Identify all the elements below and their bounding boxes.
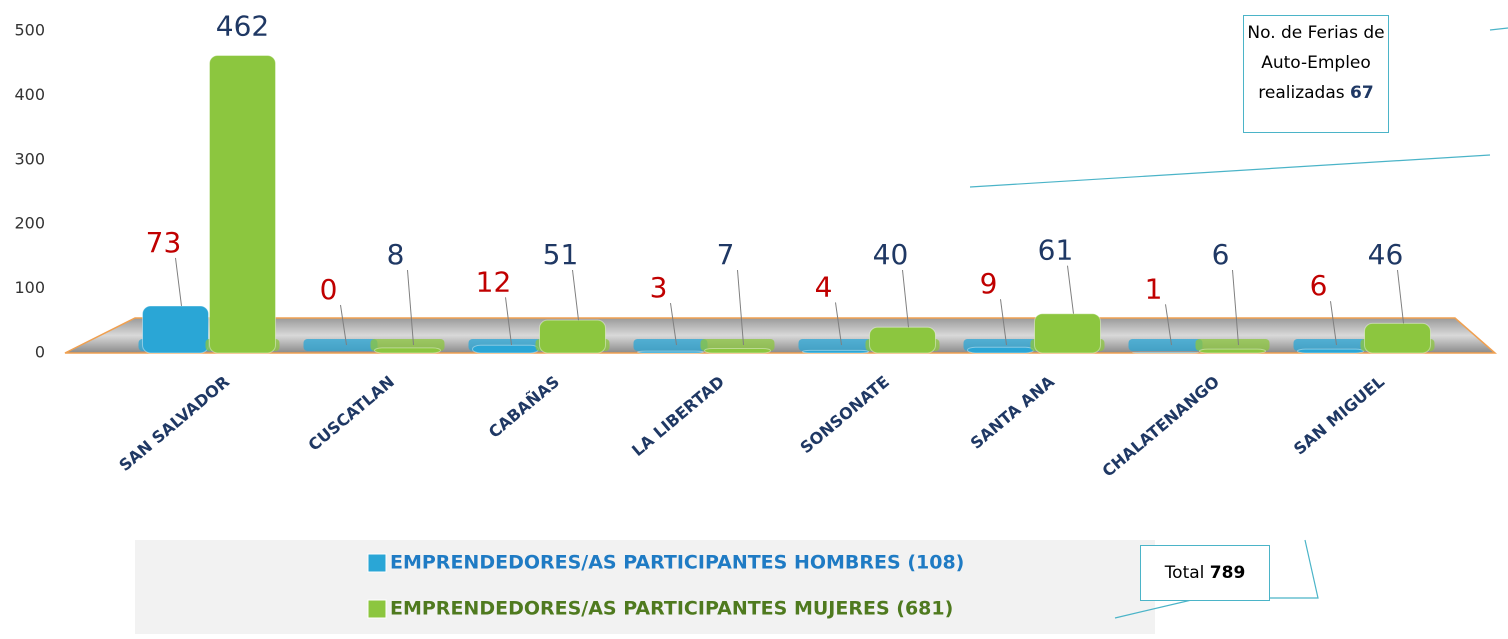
x-tick-label: SANTA ANA <box>967 372 1059 453</box>
x-tick-label: SAN SALVADOR <box>115 372 233 475</box>
bar <box>1034 313 1101 354</box>
x-tick-label: CHALATENANGO <box>1098 372 1223 481</box>
leader-line <box>505 297 512 346</box>
floor <box>64 317 1497 354</box>
leader-line <box>902 269 909 328</box>
annotation-text: No. de Ferias de Auto-Empleo realizadas <box>1247 23 1385 103</box>
bar-tile <box>1128 339 1203 351</box>
leader-line <box>1397 269 1404 324</box>
legend-label: EMPRENDEDORES/AS PARTICIPANTES MUJERES (… <box>390 598 953 620</box>
bar <box>1297 348 1364 354</box>
y-tick-label: 200 <box>14 214 45 233</box>
bar <box>472 344 539 354</box>
leader-line <box>175 257 182 307</box>
x-tick-label: SAN MIGUEL <box>1290 372 1388 459</box>
total-box: Total 789 <box>1140 545 1270 601</box>
x-tick-label: CABAÑAS <box>485 372 563 442</box>
bar <box>142 305 209 354</box>
leader-line <box>1165 304 1172 346</box>
data-label: 6 <box>1310 269 1328 302</box>
x-tick-label: CUSCATLAN <box>305 372 398 455</box>
bar <box>209 54 276 354</box>
bar <box>1132 351 1199 354</box>
data-label: 6 <box>1212 238 1230 271</box>
bar <box>1199 348 1266 354</box>
leader-line <box>1232 269 1239 346</box>
bar-tile <box>303 339 378 351</box>
leader-line <box>670 302 677 346</box>
x-tick-label: SONSONATE <box>796 372 892 457</box>
data-label: 3 <box>650 271 668 304</box>
bar <box>637 350 704 354</box>
data-label: 9 <box>980 267 998 300</box>
leader-line <box>1000 299 1007 346</box>
callout-line <box>969 154 1491 188</box>
total-text: Total <box>1164 563 1205 583</box>
data-label: 51 <box>543 238 579 271</box>
y-tick-label: 500 <box>14 21 45 40</box>
leader-line <box>572 269 579 321</box>
total-value: 789 <box>1209 563 1246 583</box>
y-tick-label: 300 <box>14 149 45 168</box>
callout-line <box>1489 27 1508 31</box>
bar <box>802 349 869 354</box>
bar <box>967 346 1034 354</box>
data-label: 73 <box>146 226 182 259</box>
legend-box <box>135 540 1155 634</box>
data-label: 46 <box>1368 238 1404 271</box>
data-label: 0 <box>320 273 338 306</box>
bar <box>1364 322 1431 354</box>
bar-tile <box>633 339 708 351</box>
bar-tile <box>1293 339 1368 351</box>
bar-tile <box>1195 339 1270 351</box>
y-tick-label: 100 <box>14 278 45 297</box>
legend-label: EMPRENDEDORES/AS PARTICIPANTES HOMBRES (… <box>390 552 964 574</box>
bar-tile <box>798 339 873 351</box>
y-tick-label: 400 <box>14 85 45 104</box>
bar <box>374 347 441 354</box>
y-tick-label: 0 <box>35 343 45 362</box>
x-tick-label: LA LIBERTAD <box>628 372 728 460</box>
data-label: 8 <box>387 238 405 271</box>
leader-line <box>407 269 414 346</box>
data-label: 61 <box>1038 234 1074 267</box>
data-label: 462 <box>216 9 269 42</box>
data-label: 12 <box>476 265 512 298</box>
data-label: 4 <box>815 270 833 303</box>
legend-swatch <box>367 599 387 619</box>
leader-line <box>737 269 744 346</box>
bar <box>704 347 771 354</box>
data-label: 7 <box>717 238 735 271</box>
data-label: 1 <box>1145 272 1163 305</box>
bar <box>869 326 936 354</box>
legend-swatch <box>367 553 387 573</box>
annotation-value: 67 <box>1350 83 1374 103</box>
leader-line <box>835 302 842 346</box>
leader-line <box>340 304 347 346</box>
data-label: 40 <box>873 238 909 271</box>
annotation-box: No. de Ferias de Auto-Empleo realizadas … <box>1243 15 1389 133</box>
bar <box>539 319 606 354</box>
bar-tile <box>700 339 775 351</box>
leader-line <box>1067 265 1074 314</box>
leader-line <box>1330 301 1337 346</box>
